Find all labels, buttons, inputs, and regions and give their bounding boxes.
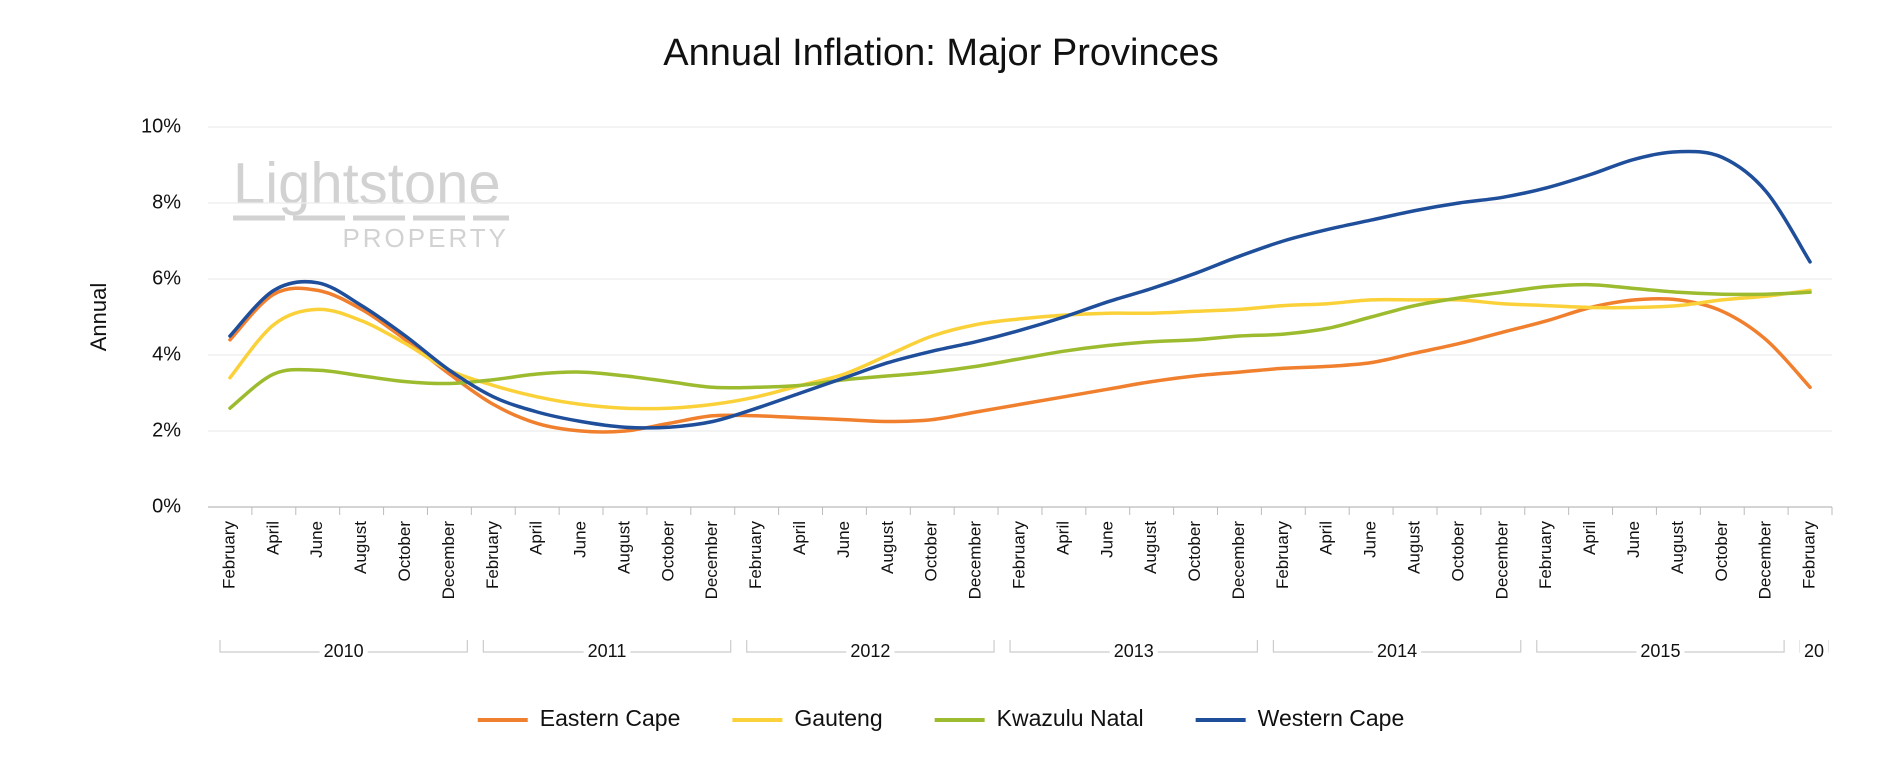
x-tick-label: February bbox=[1273, 521, 1292, 590]
legend-label: Western Cape bbox=[1258, 705, 1405, 731]
x-tick-label: February bbox=[746, 521, 765, 590]
x-tick-label: April bbox=[1580, 521, 1599, 555]
year-label: 2013 bbox=[1114, 641, 1154, 661]
watermark: Lightstone bbox=[233, 151, 501, 216]
x-tick-label: October bbox=[658, 521, 677, 582]
x-tick-label: December bbox=[1229, 521, 1248, 600]
x-tick-label: June bbox=[1097, 521, 1116, 558]
year-label-bg bbox=[846, 640, 895, 664]
x-tick-label: February bbox=[1800, 521, 1819, 590]
x-tick-label: June bbox=[834, 521, 853, 558]
x-tick-label: December bbox=[439, 521, 458, 600]
x-tick-label: December bbox=[966, 521, 985, 600]
x-tick-label: August bbox=[878, 521, 897, 574]
x-tick-label: June bbox=[1361, 521, 1380, 558]
x-tick-label: December bbox=[1492, 521, 1511, 600]
y-tick-label: 8% bbox=[152, 191, 181, 213]
legend: Eastern Cape Gauteng Kwazulu Natal Western … bbox=[477, 705, 1405, 731]
y-tick-label: 10% bbox=[141, 115, 181, 137]
series-line bbox=[228, 288, 1812, 411]
x-tick-label: April bbox=[263, 521, 282, 555]
x-tick-label: August bbox=[614, 521, 633, 574]
x-tick-label: April bbox=[1317, 521, 1336, 555]
year-label: 20 bbox=[1804, 641, 1824, 661]
y-tick-label: 2% bbox=[152, 419, 181, 441]
x-tick-label: August bbox=[1405, 521, 1424, 574]
x-tick-label: April bbox=[1053, 521, 1072, 555]
x-tick-label: December bbox=[1756, 521, 1775, 600]
year-label-bg bbox=[583, 640, 631, 664]
x-tick-label: August bbox=[1668, 521, 1687, 574]
y-tick-label: 0% bbox=[152, 495, 181, 517]
year-label: 2010 bbox=[324, 641, 364, 661]
year-label: 2015 bbox=[1640, 641, 1680, 661]
x-tick-label: April bbox=[527, 521, 546, 555]
x-tick-label: February bbox=[483, 521, 502, 590]
x-tick-label: August bbox=[351, 521, 370, 574]
x-tick-label: February bbox=[219, 521, 238, 590]
year-label-bg bbox=[319, 640, 368, 664]
y-axis-label: Annual bbox=[86, 283, 111, 352]
legend-label: Eastern Cape bbox=[540, 705, 681, 731]
x-tick-label: April bbox=[790, 521, 809, 555]
x-tick-label: August bbox=[1141, 521, 1160, 574]
x-tick-label: October bbox=[1448, 521, 1467, 582]
year-label-bg bbox=[1800, 640, 1829, 664]
x-tick-label: October bbox=[1185, 521, 1204, 582]
x-tick-label: June bbox=[307, 521, 326, 558]
x-tick-label: October bbox=[1712, 521, 1731, 582]
legend-label: Kwazulu Natal bbox=[997, 705, 1144, 731]
year-label-bg bbox=[1636, 640, 1685, 664]
x-tick-label: June bbox=[1624, 521, 1643, 558]
x-tick-label: February bbox=[1536, 521, 1555, 590]
x-tick-label: October bbox=[395, 521, 414, 582]
watermark: PROPERTY bbox=[342, 223, 509, 253]
x-tick-label: June bbox=[571, 521, 590, 558]
y-tick-label: 4% bbox=[152, 343, 181, 365]
series-line bbox=[228, 282, 1812, 410]
x-tick-label: December bbox=[702, 521, 721, 600]
year-label-bg bbox=[1373, 640, 1422, 664]
year-label: 2011 bbox=[588, 641, 627, 661]
series-line bbox=[228, 149, 1812, 430]
year-label: 2014 bbox=[1377, 641, 1417, 661]
year-label-bg bbox=[1109, 640, 1158, 664]
year-label: 2012 bbox=[850, 641, 890, 661]
chart-title: Annual Inflation: Major Provinces bbox=[663, 32, 1219, 74]
x-tick-label: February bbox=[1009, 521, 1028, 590]
x-tick-label: October bbox=[922, 521, 941, 582]
series-line bbox=[228, 286, 1812, 434]
y-tick-label: 6% bbox=[152, 267, 181, 289]
legend-label: Gauteng bbox=[794, 705, 882, 731]
